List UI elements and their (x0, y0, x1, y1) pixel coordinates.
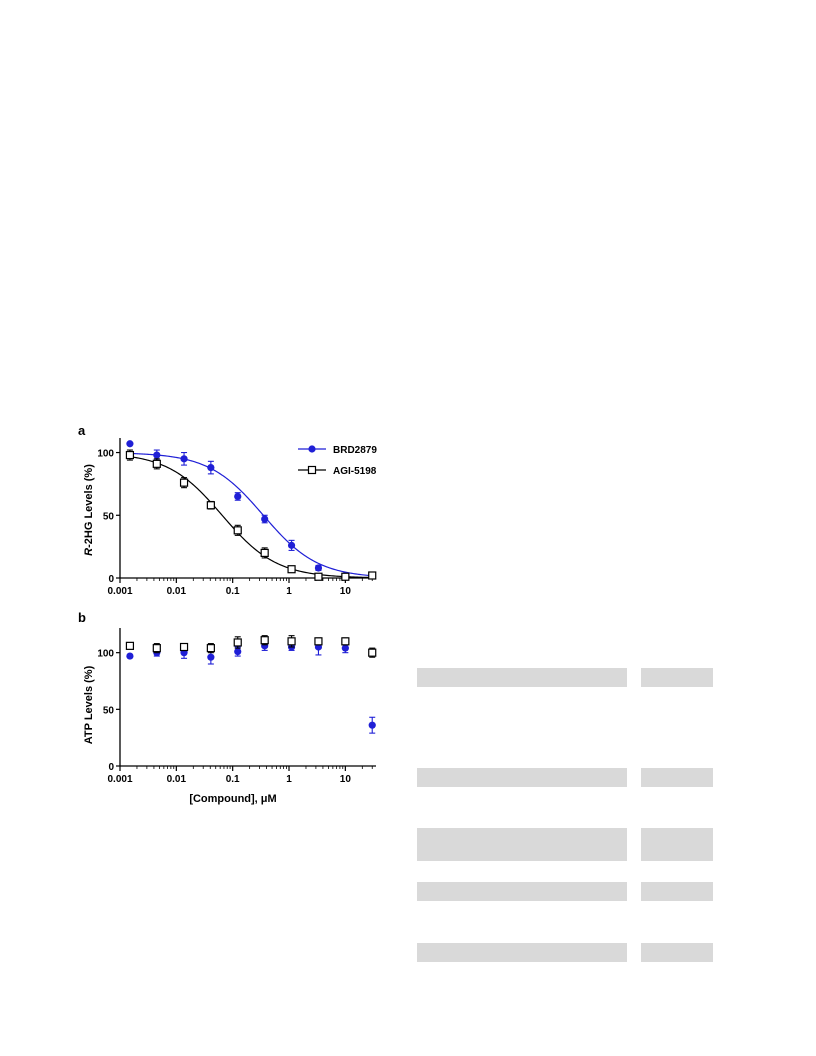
data-point-agi-5198 (206, 501, 215, 510)
data-point-series-1 (314, 637, 323, 646)
x-tick-label: 0.1 (226, 774, 240, 785)
data-point-series-0 (126, 652, 134, 660)
data-point-series-0 (341, 644, 349, 652)
fit-curves-a (129, 452, 377, 579)
data-point-brd2879 (314, 564, 323, 572)
axes-b: 0 50 100 0.001 0.01 0.1 1 10 (97, 628, 376, 785)
data-point-agi-5198 (152, 459, 161, 468)
y-tick-label: 100 (97, 449, 114, 460)
panel-a-dose-response-chart: a R-2HG Levels (%) 0 50 100 0.001 0.01 0.1 1 10… (78, 423, 377, 597)
data-point-series-0 (234, 647, 242, 656)
data-points-a (125, 440, 377, 581)
data-point-series-0 (207, 653, 215, 661)
x-tick-label: 10 (340, 774, 352, 785)
y-axis-label-b: ATP Levels (%) (83, 665, 95, 744)
data-point-brd2879 (287, 541, 296, 549)
data-point-series-1 (233, 638, 242, 647)
data-point-agi-5198 (125, 450, 135, 460)
data-point-series-1 (341, 637, 350, 646)
fit-curve-brd2879 (129, 452, 377, 577)
legend-a: BRD2879 AGI-5198 (298, 445, 377, 477)
data-point-series-0 (368, 721, 376, 729)
gray-bar-5 (417, 943, 713, 962)
x-axis-label-b: [Compound], μM (189, 793, 276, 805)
fit-curve-agi-5198 (129, 456, 377, 579)
y-axis-label-a: R-2HG Levels (%) (83, 464, 95, 556)
y-tick-label: 100 (97, 649, 114, 660)
y-tick-label: 50 (103, 511, 115, 522)
data-point-series-1 (287, 637, 296, 646)
x-tick-label: 0.001 (107, 586, 132, 597)
gray-bar-4 (417, 882, 713, 901)
data-point-series-1 (206, 644, 215, 653)
data-point-brd2879 (126, 440, 134, 448)
data-point-agi-5198 (260, 548, 269, 558)
data-point-agi-5198 (314, 572, 323, 581)
panel-label-a: a (78, 423, 86, 438)
x-tick-label: 0.1 (226, 586, 240, 597)
y-tick-label: 50 (103, 705, 115, 716)
x-tick-label: 0.01 (167, 774, 187, 785)
gray-bar-3 (417, 828, 713, 861)
panel-b-viability-chart: b ATP Levels (%) 0 50 100 0.001 0.01 0.1 1 10 [… (78, 610, 377, 805)
data-point-agi-5198 (179, 478, 189, 487)
data-point-series-1 (125, 641, 135, 650)
panel-label-b: b (78, 610, 86, 625)
legend-marker-brd2879 (308, 445, 316, 453)
y-tick-label: 0 (108, 762, 114, 773)
x-tick-label: 1 (286, 774, 292, 785)
data-point-agi-5198 (368, 571, 377, 580)
data-point-series-1 (152, 644, 161, 653)
x-tick-label: 0.001 (107, 774, 132, 785)
legend-label-agi5198: AGI-5198 (333, 466, 377, 477)
legend-marker-agi5198 (307, 465, 317, 475)
data-point-agi-5198 (341, 572, 350, 581)
data-point-agi-5198 (287, 565, 296, 574)
data-points-b (125, 635, 377, 734)
gray-bar-1 (417, 668, 713, 687)
x-tick-label: 1 (286, 586, 292, 597)
legend-label-brd2879: BRD2879 (333, 445, 377, 456)
data-point-brd2879 (207, 464, 215, 472)
data-point-agi-5198 (233, 526, 242, 535)
data-point-brd2879 (180, 455, 188, 463)
data-point-series-1 (179, 642, 189, 652)
data-point-brd2879 (234, 492, 242, 501)
data-point-brd2879 (153, 451, 161, 459)
data-point-series-1 (260, 636, 269, 645)
gray-bar-2 (417, 768, 713, 787)
x-tick-label: 10 (340, 586, 352, 597)
axes-a: 0 50 100 0.001 0.01 0.1 1 10 (97, 438, 376, 597)
data-point-series-1 (368, 648, 377, 657)
x-tick-label: 0.01 (167, 586, 187, 597)
y-tick-label: 0 (108, 574, 114, 585)
data-point-brd2879 (261, 515, 269, 523)
